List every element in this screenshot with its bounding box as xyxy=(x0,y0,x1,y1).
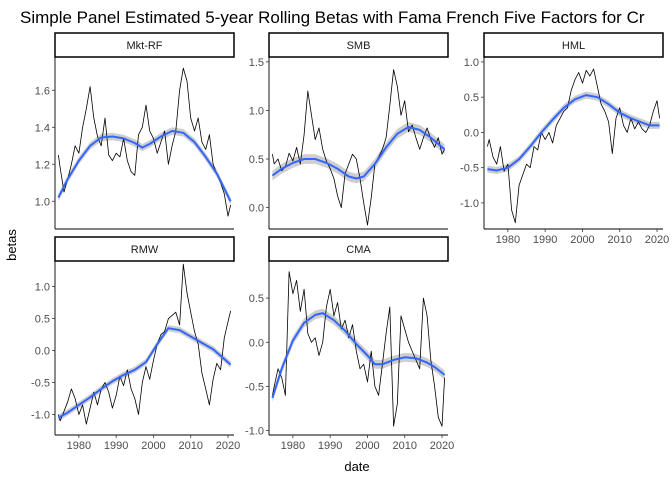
raw-beta-line-cma xyxy=(272,271,445,427)
strip-label-cma: CMA xyxy=(346,244,371,256)
raw-beta-line-hml xyxy=(487,68,660,224)
x-tick-label-hml: 2000 xyxy=(570,234,594,246)
y-tick-label-mkt-rf: 1.0 xyxy=(35,196,50,208)
panel-smb: SMB 0.0 0.5 1.0 1.5 xyxy=(249,32,449,230)
x-tick-label-hml: 1980 xyxy=(496,234,520,246)
panel-cma: CMA -1.0 -0.5 0.0 0.5 1980 1990 2000 2010 2020 xyxy=(245,236,454,452)
y-tick-label-smb: 1.5 xyxy=(249,57,264,69)
panel-rmw: RMW -1.0 -0.5 0.0 0.5 1.0 1980 1990 2000 2010 2020 xyxy=(31,236,240,452)
x-tick-label-cma: 2000 xyxy=(355,440,379,452)
y-tick-label-cma: 0.0 xyxy=(249,337,264,349)
x-tick-label-hml: 2010 xyxy=(607,234,631,246)
smooth-line-hml xyxy=(487,94,660,172)
confidence-band-cma xyxy=(272,308,445,403)
strip-mkt-rf xyxy=(54,32,235,58)
chart-title: Simple Panel Estimated 5-year Rolling Be… xyxy=(20,8,645,27)
y-tick-label-mkt-rf: 1.4 xyxy=(35,122,50,134)
y-tick-label-smb: 1.0 xyxy=(249,105,264,117)
y-tick-label-rmw: 1.0 xyxy=(35,282,50,294)
x-tick-label-cma: 1990 xyxy=(318,440,342,452)
x-tick-label-cma: 2020 xyxy=(430,440,454,452)
strip-smb xyxy=(268,32,449,58)
y-tick-label-cma: -1.0 xyxy=(245,426,264,438)
raw-beta-line-smb xyxy=(272,69,445,226)
y-tick-label-rmw: 0.0 xyxy=(35,346,50,358)
x-axis-title: date xyxy=(344,459,369,474)
x-tick-label-rmw: 1980 xyxy=(67,440,91,452)
x-tick-label-rmw: 1990 xyxy=(104,440,128,452)
strip-cma xyxy=(268,236,449,262)
y-tick-label-hml: 1.0 xyxy=(464,57,479,69)
y-tick-label-hml: 0.0 xyxy=(464,127,479,139)
confidence-band-mkt-rf xyxy=(58,127,231,205)
confidence-band-hml xyxy=(487,91,660,174)
confidence-band-smb xyxy=(272,122,445,184)
y-tick-label-cma: -0.5 xyxy=(245,381,264,393)
x-tick-label-hml: 2020 xyxy=(645,234,669,246)
strip-rmw xyxy=(54,236,235,262)
strip-label-mkt-rf: Mkt-RF xyxy=(126,40,162,52)
raw-beta-line-rmw xyxy=(58,263,231,425)
x-tick-label-hml: 1990 xyxy=(533,234,557,246)
y-tick-label-rmw: 0.5 xyxy=(35,314,50,326)
strip-label-smb: SMB xyxy=(347,40,371,52)
smooth-line-cma xyxy=(271,312,446,399)
y-tick-label-smb: 0.5 xyxy=(249,154,264,166)
y-tick-label-mkt-rf: 1.6 xyxy=(35,85,50,97)
y-tick-label-smb: 0.0 xyxy=(249,203,264,215)
x-tick-label-rmw: 2010 xyxy=(178,440,202,452)
strip-label-hml: HML xyxy=(562,40,585,52)
panel-mkt-rf: Mkt-RF 1.0 1.2 1.4 1.6 xyxy=(35,32,235,230)
y-tick-label-hml: -0.5 xyxy=(460,163,479,175)
x-tick-label-cma: 2010 xyxy=(392,440,416,452)
x-tick-label-cma: 1980 xyxy=(281,440,305,452)
y-tick-label-rmw: -1.0 xyxy=(31,410,50,422)
raw-beta-line-mkt-rf xyxy=(58,67,231,217)
y-tick-label-cma: 0.5 xyxy=(249,293,264,305)
strip-hml xyxy=(483,32,664,58)
strip-label-rmw: RMW xyxy=(131,244,159,256)
x-tick-label-rmw: 2000 xyxy=(141,440,165,452)
y-tick-label-mkt-rf: 1.2 xyxy=(35,159,50,171)
y-axis-title: betas xyxy=(4,229,19,261)
panel-hml: HML -1.0 -0.5 0.0 0.5 1.0 1980 1990 2000 2010 2020 xyxy=(460,32,669,246)
x-tick-label-rmw: 2020 xyxy=(216,440,240,452)
panel-grid: Mkt-RF 1.0 1.2 1.4 1.6 SMB 0.0 0.5 1.0 1.5 HML -1.0… xyxy=(31,32,669,452)
smooth-line-smb xyxy=(271,126,446,180)
smooth-line-rmw xyxy=(57,327,232,419)
y-tick-label-rmw: -0.5 xyxy=(31,378,50,390)
y-tick-label-hml: 0.5 xyxy=(464,92,479,104)
y-tick-label-hml: -1.0 xyxy=(460,198,479,210)
smooth-line-mkt-rf xyxy=(57,130,232,202)
